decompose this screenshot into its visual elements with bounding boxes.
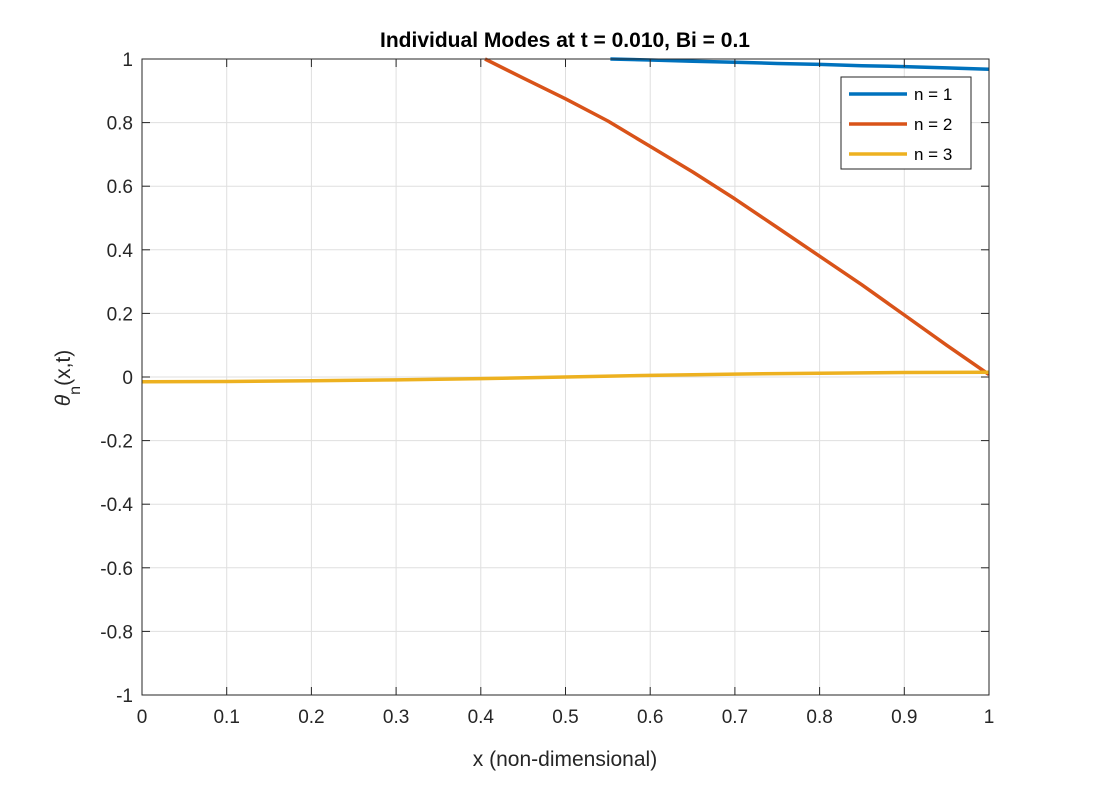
y-tick-label: -0.8 [100, 622, 133, 643]
y-axis-label-symbol: θ [52, 394, 75, 406]
series-layer [142, 57, 989, 384]
y-tick-label: 0.8 [107, 114, 133, 135]
y-axis-label-suffix: (x,t) [52, 350, 75, 386]
series-line-2 [484, 57, 989, 376]
legend-label-1: n = 1 [914, 85, 952, 104]
axes [141, 58, 990, 696]
series-line-3 [142, 370, 989, 384]
y-tick-label: 1 [122, 50, 133, 71]
tick-labels: 0 0.1 0.2 0.3 0.4 0.5 0.6 0.7 0.8 0.9 1 -1 -0.8 -0.6 -… [100, 50, 994, 728]
x-tick-label: 0.4 [468, 707, 495, 728]
legend-label-2: n = 2 [914, 115, 952, 134]
legend-items: n = 1 n = 2 n = 3 [849, 85, 952, 164]
x-tick-label: 0.3 [383, 707, 409, 728]
y-tick-label: -0.4 [100, 495, 133, 516]
chart-title: Individual Modes at t = 0.010, Bi = 0.1 [380, 29, 750, 52]
x-tick-label: 1 [984, 707, 995, 728]
legend: n = 1 n = 2 n = 3 [840, 76, 972, 170]
y-tick-label: 0.6 [107, 177, 133, 198]
series-line-1 [610, 57, 989, 71]
y-tick-label: 0.4 [107, 241, 134, 262]
y-tick-label: -1 [116, 686, 133, 707]
y-tick-label: -0.6 [100, 559, 133, 580]
x-tick-label: 0.8 [806, 707, 832, 728]
x-tick-label: 0.6 [637, 707, 663, 728]
x-tick-label: 0.1 [213, 707, 239, 728]
x-tick-label: 0.2 [298, 707, 324, 728]
x-axis-label: x (non-dimensional) [473, 748, 657, 771]
x-tick-label: 0.5 [552, 707, 578, 728]
x-tick-label: 0.9 [891, 707, 917, 728]
legend-label-3: n = 3 [914, 145, 952, 164]
x-tick-label: 0.7 [722, 707, 748, 728]
x-tick-label: 0 [137, 707, 148, 728]
y-tick-label: 0 [122, 368, 133, 389]
y-axis-label: θn(x,t) [52, 350, 84, 406]
y-tick-label: 0.2 [107, 304, 133, 325]
y-axis-label-subscript: n [67, 386, 84, 395]
y-tick-label: -0.2 [100, 432, 133, 453]
